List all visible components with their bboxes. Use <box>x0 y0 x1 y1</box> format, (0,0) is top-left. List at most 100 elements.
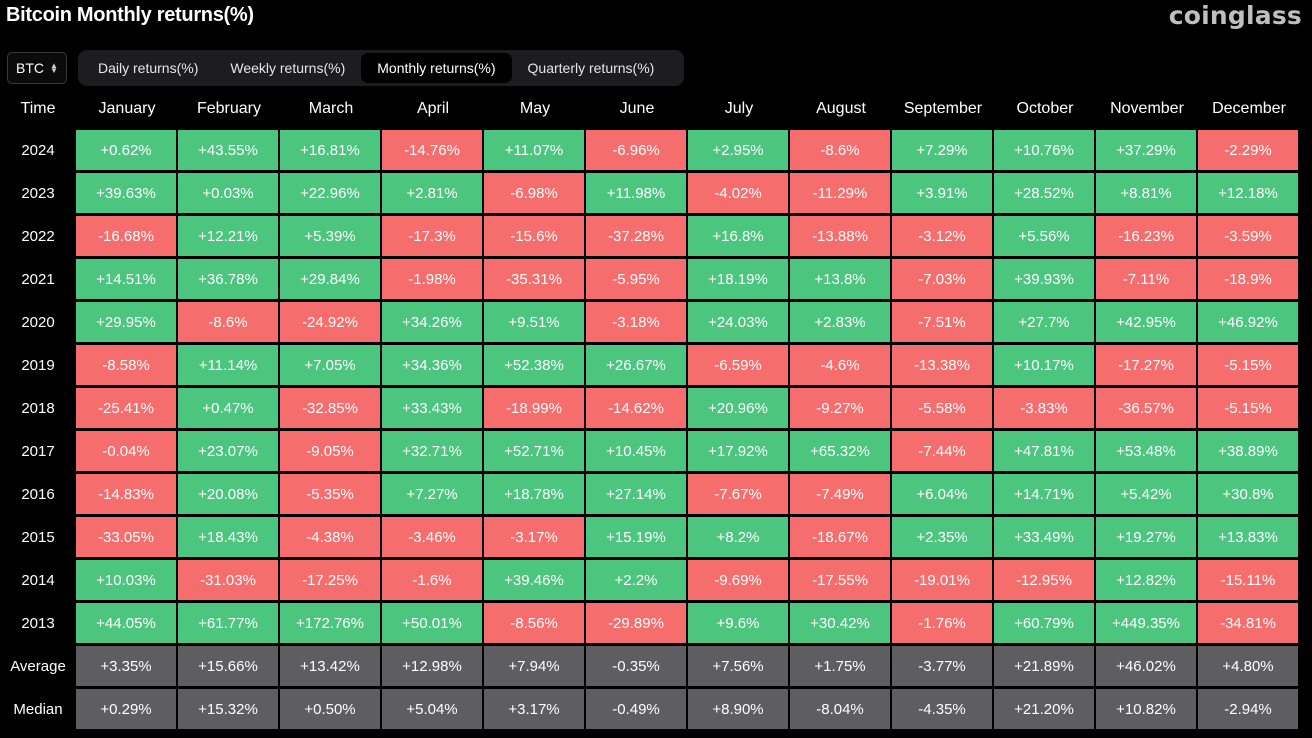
return-cell: +37.29% <box>1096 130 1196 170</box>
return-cell: +60.79% <box>994 603 1094 643</box>
stat-cell: -8.04% <box>790 689 890 729</box>
return-cell: -18.67% <box>790 517 890 557</box>
stat-cell: +3.17% <box>484 689 584 729</box>
year-label: 2018 <box>21 400 55 417</box>
return-cell: -9.05% <box>280 431 380 471</box>
coinglass-logo[interactable]: coinglass <box>1168 1 1302 30</box>
return-cell: -3.83% <box>994 388 1094 428</box>
return-cell: +172.76% <box>280 603 380 643</box>
return-cell: -8.6% <box>790 130 890 170</box>
return-cell: -2.29% <box>1198 130 1298 170</box>
return-cell: -1.6% <box>382 560 482 600</box>
year-label: 2024 <box>21 142 55 159</box>
return-cell: +53.48% <box>1096 431 1196 471</box>
return-cell: -0.04% <box>76 431 176 471</box>
return-cell: +20.96% <box>688 388 788 428</box>
month-column-header: December <box>1212 99 1286 117</box>
return-cell: +11.98% <box>586 173 686 213</box>
month-column-header: June <box>619 99 655 117</box>
return-cell: +9.51% <box>484 302 584 342</box>
stat-cell: +21.20% <box>994 689 1094 729</box>
return-cell: -13.88% <box>790 216 890 256</box>
page-title: Bitcoin Monthly returns(%) <box>6 4 254 26</box>
return-cell: +10.76% <box>994 130 1094 170</box>
return-cell: -13.38% <box>892 345 992 385</box>
tab-quarterly-returns[interactable]: Quarterly returns(%) <box>527 60 655 76</box>
return-cell: +39.93% <box>994 259 1094 299</box>
stat-cell: +15.32% <box>178 689 278 729</box>
return-cell: +7.27% <box>382 474 482 514</box>
return-cell: +16.81% <box>280 130 380 170</box>
month-column-header: February <box>196 99 262 117</box>
return-cell: +29.84% <box>280 259 380 299</box>
stat-cell: +46.02% <box>1096 646 1196 686</box>
return-cell: -17.27% <box>1096 345 1196 385</box>
return-cell: -12.95% <box>994 560 1094 600</box>
stat-cell: +15.66% <box>178 646 278 686</box>
return-cell: +17.92% <box>688 431 788 471</box>
return-cell: +27.7% <box>994 302 1094 342</box>
return-cell: -5.95% <box>586 259 686 299</box>
return-cell: -7.49% <box>790 474 890 514</box>
year-label: 2019 <box>21 357 55 374</box>
month-column-header: July <box>724 99 754 117</box>
return-cell: +11.14% <box>178 345 278 385</box>
return-cell: +18.43% <box>178 517 278 557</box>
time-column-header: Time <box>20 99 56 117</box>
returns-period-tabs: Daily returns(%) Weekly returns(%) Month… <box>78 50 684 86</box>
return-cell: +10.03% <box>76 560 176 600</box>
month-column-header: April <box>416 99 449 117</box>
return-cell: +33.43% <box>382 388 482 428</box>
stat-cell: +10.82% <box>1096 689 1196 729</box>
return-cell: -17.25% <box>280 560 380 600</box>
tab-monthly-returns[interactable]: Monthly returns(%) <box>361 53 512 83</box>
return-cell: -14.83% <box>76 474 176 514</box>
return-cell: -3.46% <box>382 517 482 557</box>
return-cell: -24.92% <box>280 302 380 342</box>
return-cell: +2.95% <box>688 130 788 170</box>
return-cell: +5.39% <box>280 216 380 256</box>
stat-cell: -3.77% <box>892 646 992 686</box>
return-cell: -17.3% <box>382 216 482 256</box>
stat-cell: +5.04% <box>382 689 482 729</box>
return-cell: +8.2% <box>688 517 788 557</box>
month-column-header: November <box>1110 99 1184 117</box>
updown-chevron-icon: ▲ ▼ <box>50 61 58 75</box>
return-cell: -17.55% <box>790 560 890 600</box>
return-cell: +29.95% <box>76 302 176 342</box>
return-cell: +16.8% <box>688 216 788 256</box>
return-cell: +22.96% <box>280 173 380 213</box>
return-cell: +14.51% <box>76 259 176 299</box>
return-cell: -16.23% <box>1096 216 1196 256</box>
stat-cell: -4.35% <box>892 689 992 729</box>
return-cell: +46.92% <box>1198 302 1298 342</box>
month-column-header: September <box>903 99 983 117</box>
stat-cell: +12.98% <box>382 646 482 686</box>
return-cell: +26.67% <box>586 345 686 385</box>
return-cell: -6.98% <box>484 173 584 213</box>
return-cell: -14.62% <box>586 388 686 428</box>
return-cell: +12.18% <box>1198 173 1298 213</box>
stat-cell: +7.94% <box>484 646 584 686</box>
asset-select-value: BTC <box>16 60 45 76</box>
return-cell: -7.51% <box>892 302 992 342</box>
return-cell: +18.19% <box>688 259 788 299</box>
tab-daily-returns[interactable]: Daily returns(%) <box>98 60 199 76</box>
return-cell: -18.9% <box>1198 259 1298 299</box>
return-cell: -8.56% <box>484 603 584 643</box>
return-cell: +52.38% <box>484 345 584 385</box>
return-cell: +13.83% <box>1198 517 1298 557</box>
return-cell: +10.45% <box>586 431 686 471</box>
return-cell: +23.07% <box>178 431 278 471</box>
year-label: 2014 <box>21 572 55 589</box>
return-cell: +43.55% <box>178 130 278 170</box>
return-cell: -32.85% <box>280 388 380 428</box>
tab-weekly-returns[interactable]: Weekly returns(%) <box>230 60 346 76</box>
return-cell: +33.49% <box>994 517 1094 557</box>
asset-select[interactable]: BTC ▲ ▼ <box>7 52 67 84</box>
return-cell: +15.19% <box>586 517 686 557</box>
return-cell: -6.59% <box>688 345 788 385</box>
return-cell: +6.04% <box>892 474 992 514</box>
return-cell: -14.76% <box>382 130 482 170</box>
stat-cell: +0.50% <box>280 689 380 729</box>
